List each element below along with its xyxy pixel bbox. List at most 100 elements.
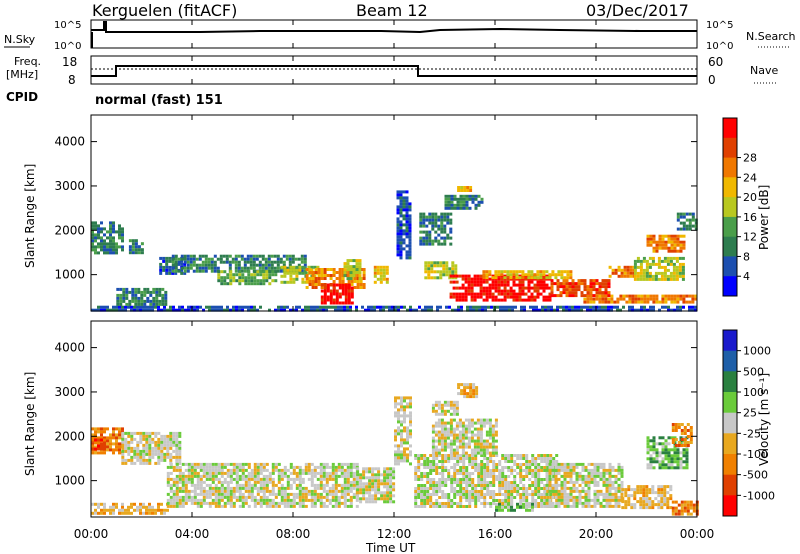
power-cell [261,257,265,261]
power-cell [559,294,563,298]
power-cell [678,271,682,275]
power-cell [326,274,330,277]
power-cell [317,280,321,283]
velocity-cell [310,462,314,466]
power-cell [249,260,253,264]
velocity-cell [426,499,430,502]
power-cell [399,241,403,245]
velocity-cell [575,465,579,469]
power-cell [338,274,342,277]
power-cell [352,271,356,275]
velocity-cell [519,466,523,469]
power-cell [97,251,100,255]
power-cell [616,297,620,301]
velocity-cell [142,443,146,447]
velocity-cell [664,463,668,467]
velocity-cell [495,502,498,506]
power-cell [338,295,342,299]
power-cell [682,240,686,244]
velocity-cell [476,442,480,446]
power-cell [172,308,175,312]
velocity-cell [420,499,424,502]
velocity-cell [313,468,317,472]
velocity-cell [400,414,403,418]
power-cell [149,293,153,297]
velocity-cell [265,495,269,499]
velocity-cell [136,452,140,456]
power-cell [607,297,611,301]
velocity-cell [121,437,125,441]
velocity-cell [513,475,517,478]
velocity-cell [386,494,390,498]
power-cell [362,286,366,289]
velocity-cell [331,495,335,499]
velocity-cell [452,439,456,443]
velocity-cell [590,477,594,481]
velocity-cell [458,430,462,434]
power-cell [243,269,247,273]
velocity-cell [441,484,445,487]
power-cell [539,270,543,274]
velocity-cell [429,487,433,490]
velocity-cell [429,496,433,499]
velocity-cell [560,462,564,466]
velocity-cell [655,457,659,461]
power-cell [238,273,242,277]
velocity-cell [489,475,493,478]
power-cell [642,259,646,263]
velocity-cell [510,502,513,506]
power-cell [574,291,578,295]
velocity-cell [389,497,393,501]
velocity-cell [440,424,444,428]
velocity-cell [620,468,624,472]
velocity-cell [660,503,664,507]
velocity-cell [636,485,640,489]
velocity-cell [676,457,680,461]
velocity-cell [205,471,209,475]
velocity-cell [268,492,272,496]
power-cell [238,270,242,274]
power-cell [571,308,574,312]
power-cell [446,218,450,222]
power-cell [509,289,513,293]
velocity-cell [397,411,400,415]
velocity-cell [569,480,573,484]
velocity-cell [596,462,600,466]
velocity-cell [406,396,409,400]
velocity-cell [247,462,251,466]
velocity-cell [127,434,131,438]
velocity-cell [403,426,406,430]
velocity-cell [611,498,615,502]
velocity-cell [199,498,203,502]
power-cell [661,237,665,241]
power-cell [428,236,432,240]
velocity-cell [190,462,194,466]
velocity-cell [661,460,665,464]
velocity-cell [477,478,481,481]
velocity-cell [298,474,302,478]
velocity-cell [175,504,179,508]
velocity-cell [429,469,433,472]
velocity-cell [184,483,188,487]
velocity-cell [473,439,477,443]
velocity-cell [434,439,438,443]
power-cell [533,283,537,287]
velocity-cell [214,471,218,475]
velocity-cell [226,501,230,505]
power-cell [128,248,132,252]
power-cell [466,305,469,309]
velocity-cell [488,436,492,440]
velocity-cell [409,453,412,457]
velocity-cell [406,459,409,463]
power-cell [515,283,519,287]
power-cell [385,265,389,269]
velocity-cell [423,466,427,469]
velocity-cell [220,471,224,475]
power-cell [685,212,689,216]
velocity-cell [501,469,505,472]
power-cell [592,285,596,289]
velocity-cell [414,472,418,475]
velocity-cell [268,480,272,484]
velocity-cell [265,480,269,484]
velocity-cell [127,449,131,453]
